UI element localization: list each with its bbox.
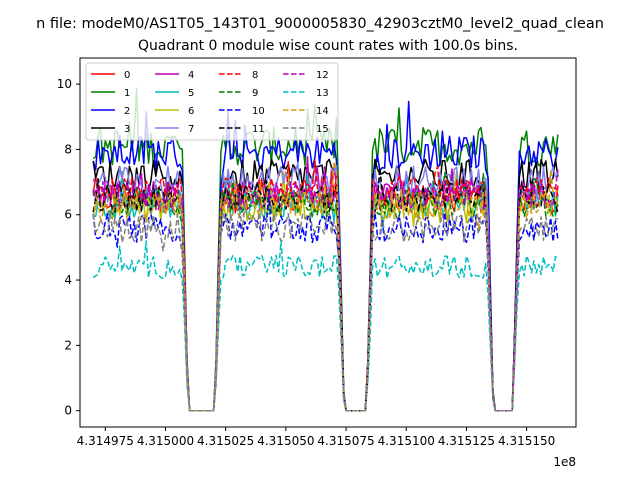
y-tick-label: 8 (64, 142, 72, 156)
legend-label-2: 2 (124, 106, 130, 117)
series-line-13 (92, 240, 559, 412)
legend-label-6: 6 (188, 106, 194, 117)
series-line-10 (92, 188, 559, 412)
x-tick-label: 4.315025 (197, 434, 254, 448)
y-tick-label: 0 (64, 404, 72, 418)
plot-frame (79, 57, 577, 428)
x-tick-label: 4.315075 (317, 434, 374, 448)
legend-label-5: 5 (188, 88, 194, 99)
legend-label-12: 12 (316, 70, 329, 81)
chart-suptitle: n file: modeM0/AS1T05_143T01_9000005830_… (36, 16, 604, 32)
y-tick-label: 6 (64, 208, 72, 222)
x-tick-label: 4.314975 (77, 434, 134, 448)
x-tick-label: 4.315050 (257, 434, 314, 448)
chart-title: Quadrant 0 module wise count rates with … (138, 38, 518, 54)
legend-label-15: 15 (316, 124, 329, 135)
y-tick-label: 4 (64, 273, 72, 287)
series-line-2 (92, 100, 559, 412)
legend-label-0: 0 (124, 70, 130, 81)
y-tick-label: 2 (64, 338, 72, 352)
legend-label-9: 9 (252, 88, 258, 99)
legend-label-11: 11 (252, 124, 265, 135)
legend-label-13: 13 (316, 88, 329, 99)
legend-label-8: 8 (252, 70, 258, 81)
y-axis-ticks: 0 2 4 6 8 10 (57, 77, 80, 418)
legend-label-7: 7 (188, 124, 194, 135)
x-axis-ticks: 4.314975 4.315000 4.315025 4.315050 4.315075… (77, 427, 555, 448)
x-tick-label: 4.315150 (498, 434, 555, 448)
legend-label-14: 14 (316, 106, 329, 117)
legend-label-10: 10 (252, 106, 265, 117)
legend-label-3: 3 (124, 124, 130, 135)
legend-label-1: 1 (124, 88, 130, 99)
y-tick-label: 10 (57, 77, 72, 91)
legend-box (85, 62, 339, 141)
series-layer (92, 87, 559, 412)
x-tick-label: 4.315000 (137, 434, 194, 448)
legend-label-4: 4 (188, 70, 194, 81)
x-offset-label: 1e8 (553, 455, 576, 469)
series-line-12 (92, 166, 559, 412)
x-tick-label: 4.315125 (438, 434, 495, 448)
x-tick-label: 4.315100 (378, 434, 435, 448)
series-line-14 (92, 160, 559, 412)
series-line-15 (92, 204, 558, 412)
